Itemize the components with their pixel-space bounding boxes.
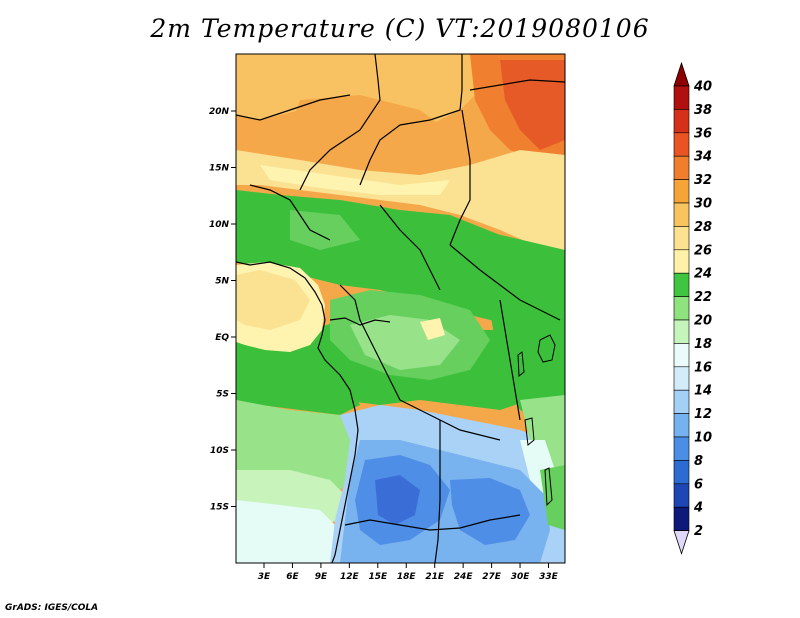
colorbar-swatch xyxy=(673,389,690,414)
temp-region-se-green xyxy=(540,465,565,530)
y-tick-label: EQ xyxy=(215,333,229,343)
colorbar-swatch xyxy=(673,319,690,344)
colorbar-swatch xyxy=(673,85,690,110)
map-plot-area xyxy=(235,53,566,564)
boundary-line-8 xyxy=(399,399,501,441)
colorbar-swatch xyxy=(673,272,690,297)
boundary-line-0 xyxy=(236,261,359,563)
colorbar-label: 6 xyxy=(694,477,703,492)
map-frame xyxy=(235,53,566,564)
colorbar-label: 2 xyxy=(694,524,703,539)
colorbar-swatch xyxy=(673,506,690,531)
temp-region-gulf-mild xyxy=(236,270,310,330)
boundary-line-7 xyxy=(339,284,401,401)
x-tick-label: 9E xyxy=(315,572,328,582)
boundary-line-10 xyxy=(499,299,521,421)
colorbar-label: 14 xyxy=(694,384,712,399)
y-tick-label: 5N xyxy=(215,277,229,287)
x-tick-label: 33E xyxy=(539,572,559,582)
colorbar-swatch xyxy=(673,413,690,438)
colorbar-label: 12 xyxy=(694,407,712,422)
boundary-line-13 xyxy=(469,79,565,91)
temp-region-zambia-blue xyxy=(450,478,530,545)
boundary-line-4 xyxy=(449,109,471,246)
y-tick-label: 5S xyxy=(216,390,229,400)
temp-region-atlantic-green xyxy=(236,350,360,415)
temp-region-gabon-pale xyxy=(420,318,445,340)
temp-region-sw-cyan xyxy=(236,500,340,563)
colorbar-label: 22 xyxy=(694,290,712,305)
boundary-line-12 xyxy=(236,94,351,121)
map-axes: 3E 6E 9E 12E 15E 18E 21E 24E 27E 30E 33E 20N 15N 10N 5… xyxy=(209,107,559,582)
y-tick-label: 10S xyxy=(210,446,229,456)
x-tick-label: 3E xyxy=(258,572,271,582)
colorbar-label: 34 xyxy=(694,150,712,165)
colorbar-top-arrow xyxy=(673,61,690,87)
boundary-line-5 xyxy=(449,244,561,321)
boundary-line-14 xyxy=(249,184,331,241)
x-tick-label: 6E xyxy=(286,572,299,582)
lake-outline-1 xyxy=(517,351,525,378)
colorbar-label: 20 xyxy=(694,314,712,329)
colorbar-swatch xyxy=(673,366,690,391)
y-tick-label: 20N xyxy=(209,107,230,117)
colorbar-label: 16 xyxy=(694,360,712,375)
boundary-line-2 xyxy=(299,54,381,191)
temp-region-east-lgreen xyxy=(520,395,565,470)
x-tick-label: 15E xyxy=(368,572,388,582)
colorbar-label: 36 xyxy=(694,126,712,141)
x-tick-label: 12E xyxy=(340,572,360,582)
colorbar-label: 30 xyxy=(694,197,712,212)
boundary-line-9 xyxy=(434,420,441,563)
y-tick-label: 10N xyxy=(209,220,230,230)
colorbar-swatch xyxy=(673,436,690,461)
boundary-line-3 xyxy=(359,54,463,186)
colorbar-bottom-arrow xyxy=(673,530,690,555)
x-tick-label: 30E xyxy=(511,572,531,582)
y-tick-label: 15N xyxy=(209,164,230,174)
colorbar: 40 38 36 34 32 30 28 26 24 22 20 18 16 14 12 10 8 6 4 2 xyxy=(673,61,712,555)
lake-outline-3 xyxy=(544,467,553,507)
colorbar-swatch xyxy=(673,226,690,251)
temp-region-eastafrica-green xyxy=(480,230,565,420)
colorbar-swatch xyxy=(673,460,690,485)
colorbar-swatch xyxy=(673,202,690,227)
colorbar-swatch xyxy=(673,179,690,204)
boundary-line-6 xyxy=(379,204,441,291)
lake-outline-2 xyxy=(524,417,535,446)
colorbar-swatch xyxy=(673,343,690,368)
colorbar-swatch xyxy=(673,296,690,321)
y-tick-label: 15S xyxy=(210,503,229,513)
colorbar-label: 18 xyxy=(694,337,712,352)
colorbar-label: 32 xyxy=(694,173,712,188)
x-tick-label: 24E xyxy=(454,572,474,582)
temp-region-green-belt2 xyxy=(290,210,360,250)
x-tick-label: 27E xyxy=(482,572,502,582)
colorbar-swatch xyxy=(673,249,690,274)
temp-region-sahel-pale xyxy=(260,165,450,195)
colorbar-swatch xyxy=(673,132,690,157)
boundary-line-1 xyxy=(329,317,391,326)
colorbar-swatch xyxy=(673,109,690,134)
x-tick-label: 18E xyxy=(397,572,417,582)
chart-title: 2m Temperature (C) VT:2019080106 xyxy=(150,14,650,43)
colorbar-label: 28 xyxy=(694,220,712,235)
lake-outline-0 xyxy=(537,334,556,363)
colorbar-label: 38 xyxy=(694,103,712,118)
colorbar-swatch xyxy=(673,155,690,180)
colorbar-label: 4 xyxy=(693,501,703,516)
temp-region-angola-vdblue xyxy=(375,475,420,525)
colorbar-label: 26 xyxy=(694,243,712,258)
temp-region-sahara-light xyxy=(290,95,460,160)
x-tick-label: 21E xyxy=(425,572,445,582)
colorbar-label: 10 xyxy=(694,431,712,446)
colorbar-label: 8 xyxy=(694,454,703,469)
grads-credit: GrADS: IGES/COLA xyxy=(5,603,99,613)
colorbar-swatch xyxy=(673,483,690,508)
boundary-line-11 xyxy=(344,514,521,531)
colorbar-label: 40 xyxy=(693,80,712,95)
colorbar-label: 24 xyxy=(694,267,712,282)
